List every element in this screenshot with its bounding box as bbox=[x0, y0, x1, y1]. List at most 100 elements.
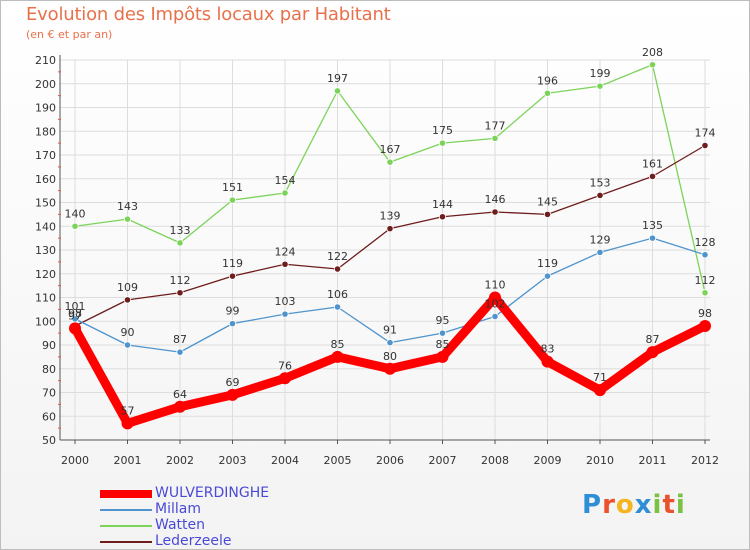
data-point-lederzeele bbox=[281, 260, 289, 268]
data-label-watten: 140 bbox=[65, 207, 86, 220]
data-label-wulverdinghe: 97 bbox=[68, 309, 82, 322]
legend-label: Lederzeele bbox=[155, 533, 232, 549]
data-label-millam: 95 bbox=[436, 314, 450, 327]
data-point-wulverdinghe bbox=[121, 417, 134, 430]
x-tick-label: 2007 bbox=[429, 454, 457, 467]
data-point-millam bbox=[438, 329, 447, 337]
data-point-millam bbox=[386, 339, 394, 347]
y-tick-label: 150 bbox=[35, 197, 56, 210]
data-label-watten: 112 bbox=[695, 274, 716, 287]
legend-label: Millam bbox=[155, 501, 201, 517]
series-group bbox=[69, 61, 711, 430]
legend-swatch bbox=[100, 541, 152, 543]
logo-letter: t bbox=[662, 490, 676, 520]
legend-label: Watten bbox=[155, 517, 205, 533]
y-tick-label: 110 bbox=[35, 292, 56, 305]
x-tick-label: 2003 bbox=[219, 454, 247, 467]
y-tick-label: 210 bbox=[35, 54, 56, 67]
data-point-wulverdinghe bbox=[279, 372, 291, 385]
data-label-millam: 135 bbox=[642, 219, 663, 232]
x-tick-label: 2004 bbox=[271, 454, 299, 467]
data-point-wulverdinghe bbox=[541, 355, 554, 368]
x-tick-label: 2008 bbox=[481, 454, 509, 467]
x-tick-label: 2012 bbox=[691, 454, 719, 467]
data-point-watten bbox=[71, 222, 79, 230]
data-point-millam bbox=[123, 341, 132, 349]
data-label-lederzeele: 139 bbox=[380, 210, 401, 223]
data-label-watten: 167 bbox=[380, 143, 401, 156]
data-label-watten: 143 bbox=[117, 200, 138, 213]
data-label-watten: 197 bbox=[327, 72, 348, 85]
data-label-millam: 87 bbox=[173, 333, 187, 346]
y-tick-label: 70 bbox=[42, 387, 56, 400]
data-label-millam: 90 bbox=[121, 326, 135, 339]
data-point-millam bbox=[228, 320, 237, 328]
data-point-wulverdinghe bbox=[436, 350, 449, 363]
data-label-wulverdinghe: 85 bbox=[331, 338, 345, 351]
data-point-lederzeele bbox=[701, 141, 709, 150]
data-point-watten bbox=[176, 239, 184, 247]
x-axis-ticks: 2000 2001 2002 2003 2004 2005 2006 2007 2008 2009… bbox=[61, 454, 719, 467]
data-label-lederzeele: 145 bbox=[537, 195, 558, 208]
data-label-watten: 154 bbox=[275, 174, 296, 187]
data-point-millam bbox=[176, 348, 184, 356]
data-label-watten: 208 bbox=[642, 46, 663, 59]
data-label-watten: 196 bbox=[537, 74, 558, 87]
data-label-millam: 91 bbox=[383, 324, 397, 337]
data-label-wulverdinghe: 71 bbox=[593, 371, 607, 384]
data-point-watten bbox=[701, 289, 709, 297]
proxiti-logo: Proxiti bbox=[582, 490, 686, 520]
data-label-watten: 199 bbox=[590, 67, 611, 80]
data-point-lederzeele bbox=[543, 210, 552, 218]
chart-title: Evolution des Impôts locaux par Habitant bbox=[26, 4, 391, 25]
y-tick-label: 200 bbox=[35, 78, 56, 91]
data-label-wulverdinghe: 64 bbox=[173, 388, 187, 401]
y-tick-label: 90 bbox=[42, 339, 56, 352]
chart-subtitle: (en € et par an) bbox=[26, 28, 113, 41]
data-labels: 140 143 133 151 154 197 167 175 177 196 199 208 112 9… bbox=[65, 46, 716, 418]
data-point-watten bbox=[333, 87, 342, 95]
data-point-millam bbox=[648, 234, 657, 242]
data-label-watten: 151 bbox=[222, 181, 243, 194]
data-point-watten bbox=[491, 134, 499, 142]
data-label-wulverdinghe: 98 bbox=[698, 307, 712, 320]
x-tick-label: 2009 bbox=[534, 454, 562, 467]
data-point-wulverdinghe bbox=[594, 384, 606, 397]
x-tick-label: 2006 bbox=[376, 454, 404, 467]
data-label-lederzeele: 124 bbox=[275, 245, 296, 258]
logo-letter: x bbox=[634, 490, 653, 520]
y-tick-label: 180 bbox=[35, 125, 56, 138]
axes bbox=[58, 55, 710, 444]
y-tick-label: 80 bbox=[42, 363, 56, 376]
data-label-lederzeele: 109 bbox=[117, 281, 138, 294]
legend-label: WULVERDINGHE bbox=[155, 485, 270, 501]
x-tick-label: 2001 bbox=[114, 454, 142, 467]
data-label-wulverdinghe: 110 bbox=[485, 279, 506, 292]
logo-letter: P bbox=[582, 490, 603, 520]
data-label-millam: 128 bbox=[695, 236, 716, 249]
data-point-wulverdinghe bbox=[699, 320, 711, 332]
data-point-lederzeele bbox=[648, 172, 657, 180]
data-point-lederzeele bbox=[491, 208, 499, 216]
data-label-wulverdinghe: 57 bbox=[121, 404, 135, 417]
data-label-wulverdinghe: 69 bbox=[226, 376, 240, 389]
data-label-lederzeele: 144 bbox=[432, 198, 453, 211]
data-point-watten bbox=[543, 89, 552, 97]
data-point-watten bbox=[123, 215, 132, 223]
y-tick-label: 60 bbox=[42, 410, 56, 423]
x-tick-label: 2002 bbox=[166, 454, 194, 467]
data-point-millam bbox=[281, 310, 289, 318]
data-point-wulverdinghe bbox=[174, 400, 186, 413]
data-label-lederzeele: 153 bbox=[590, 176, 611, 189]
data-point-lederzeele bbox=[123, 296, 132, 304]
data-label-wulverdinghe: 85 bbox=[436, 338, 450, 351]
data-label-lederzeele: 122 bbox=[327, 250, 348, 263]
data-point-lederzeele bbox=[228, 272, 237, 280]
legend-swatch bbox=[100, 509, 152, 511]
data-label-wulverdinghe: 76 bbox=[278, 359, 292, 372]
data-label-watten: 177 bbox=[485, 119, 506, 132]
data-label-lederzeele: 112 bbox=[170, 274, 191, 287]
data-label-watten: 175 bbox=[432, 124, 453, 137]
data-point-watten bbox=[281, 189, 289, 197]
